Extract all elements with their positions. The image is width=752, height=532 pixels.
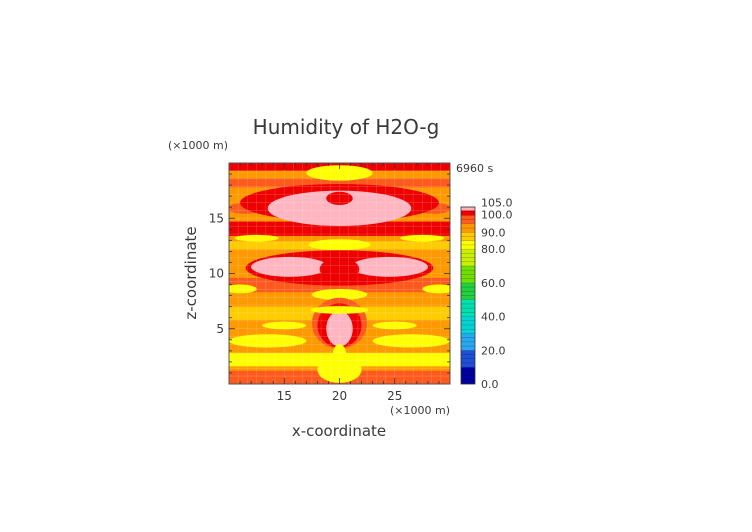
field-region-15: [308, 239, 371, 251]
field-band-6: [229, 221, 450, 236]
colorbar-label: 80.0: [481, 243, 506, 256]
y-tick-label: 5: [216, 322, 224, 336]
x-axis-label: x-coordinate: [292, 422, 386, 440]
colorbar-label: 100.0: [481, 208, 513, 221]
field-region-31: [229, 334, 307, 348]
colorbar-level-9: [461, 232, 475, 241]
colorbar-level-3: [461, 316, 475, 334]
x-unit-label: (×1000 m): [390, 404, 450, 417]
colorbar-level-8: [461, 240, 475, 250]
y-tick-label: 10: [209, 267, 224, 281]
colorbar-level-0: [461, 367, 475, 384]
field-region-9: [306, 165, 373, 181]
colorbar-level-5: [461, 282, 475, 300]
field-region-21: [319, 258, 360, 281]
field-region-29: [372, 321, 417, 330]
colorbar-label: 90.0: [481, 226, 506, 239]
colorbar-label: 40.0: [481, 311, 506, 324]
y-axis-label: z-coordinate: [182, 226, 200, 319]
field-region-34: [332, 344, 347, 365]
x-tick-label: 20: [332, 389, 347, 403]
colorbar-label: 60.0: [481, 277, 506, 290]
field-region-23: [422, 284, 450, 294]
field-region-33: [317, 356, 362, 383]
colorbar-level-12: [461, 210, 475, 216]
field-band-7: [229, 178, 450, 188]
field-region-13: [267, 190, 412, 226]
colorbar-level-4: [461, 299, 475, 317]
y-unit-label: (×1000 m): [168, 139, 228, 152]
gridlines: [229, 163, 450, 384]
field-region-24: [311, 288, 368, 301]
field-region-27: [326, 311, 353, 347]
colorbar-label: 20.0: [481, 344, 506, 357]
colorbar-level-13: [461, 207, 475, 211]
field-region-16: [234, 234, 279, 242]
colorbar-frame: [460, 206, 476, 385]
colorbar-level-11: [461, 215, 475, 224]
field-region-19: [251, 256, 329, 277]
time-label: 6960 s: [456, 162, 493, 175]
x-tick-label: 15: [277, 389, 292, 403]
y-tick-label: 15: [209, 211, 224, 225]
x-tick-label: 25: [387, 389, 402, 403]
field-region-20: [350, 256, 428, 277]
colorbar-label: 0.0: [481, 378, 499, 391]
field-region-32: [372, 334, 450, 348]
field-region-28: [262, 321, 307, 330]
y-axis-ticks: 5 10 15: [209, 173, 450, 374]
colorbar-level-6: [461, 266, 475, 283]
heatmap-field: [229, 163, 450, 384]
field-region-30: [310, 306, 369, 314]
field-region-17: [400, 234, 445, 242]
colorbar-level-2: [461, 333, 475, 351]
colorbar-level-7: [461, 249, 475, 266]
x-axis-ticks: 15 20 25: [239, 163, 440, 403]
field-region-22: [229, 284, 257, 294]
colorbar-level-10: [461, 223, 475, 233]
colorbar-label: 105.0: [481, 197, 513, 210]
colorbar-level-1: [461, 350, 475, 368]
field-region-14: [326, 191, 353, 205]
chart-title: Humidity of H2O-g: [253, 115, 440, 139]
